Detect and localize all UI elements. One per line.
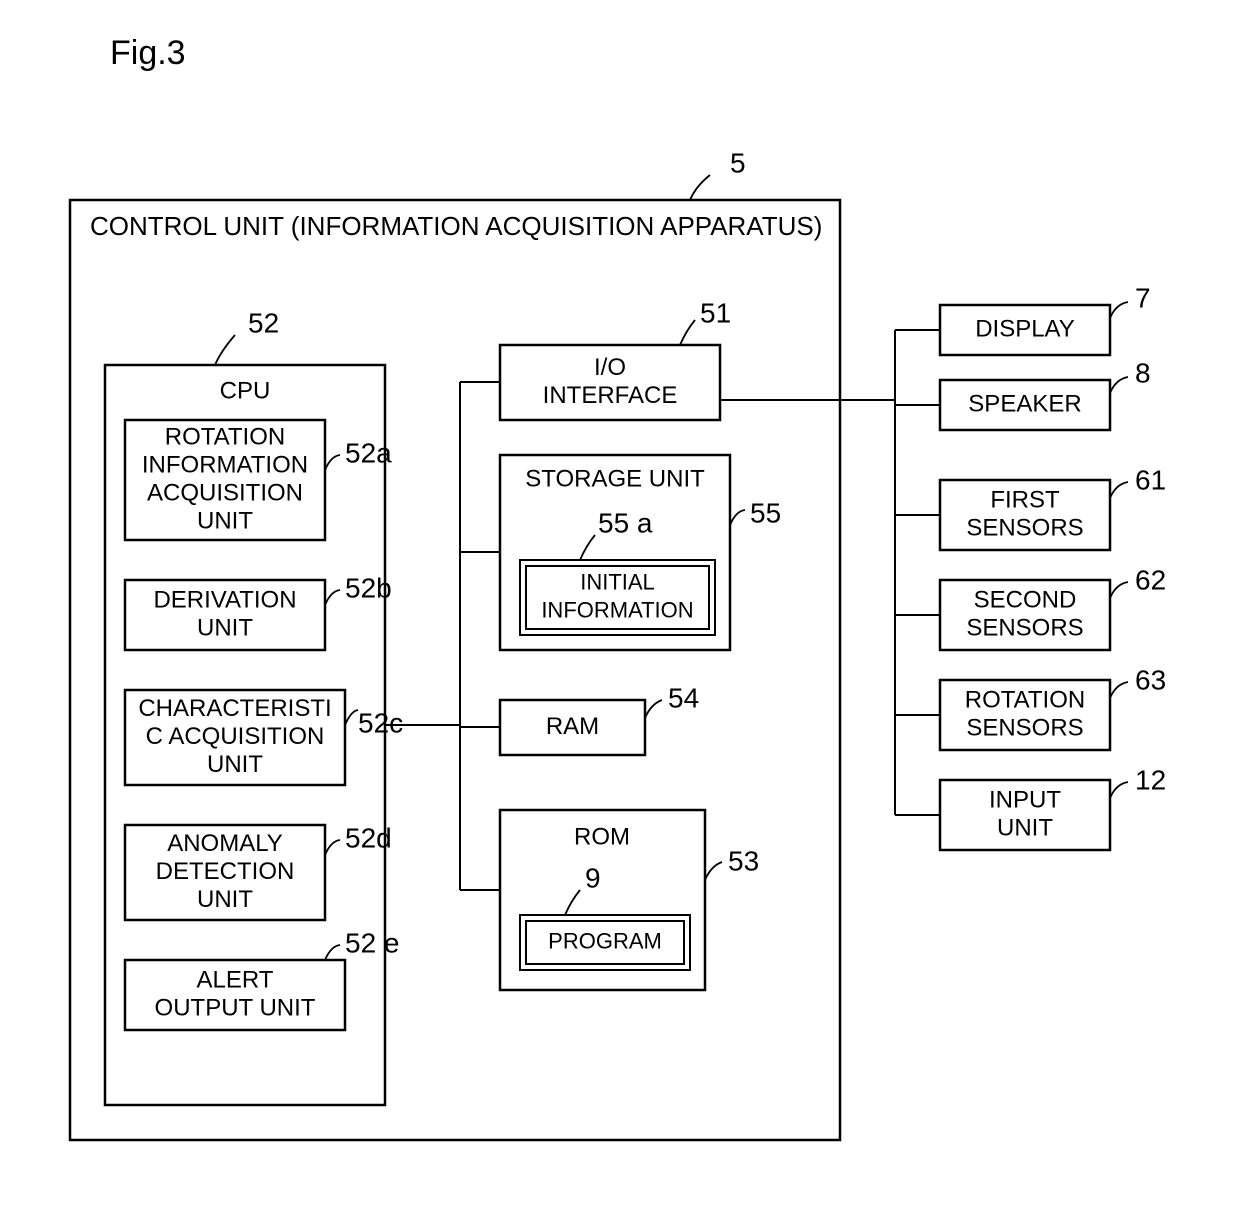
- program-label-line0: PROGRAM: [548, 928, 662, 953]
- io-interface-ref: 51: [700, 297, 731, 328]
- rom-title: ROM: [574, 823, 630, 850]
- cpu-ref: 52: [248, 307, 279, 338]
- cpu-block-alr-label-line1: OUTPUT UNIT: [155, 994, 316, 1021]
- storage-unit-title: STORAGE UNIT: [525, 465, 705, 492]
- input-label-line0: INPUT: [989, 786, 1061, 813]
- second-label-line1: SENSORS: [966, 614, 1083, 641]
- cpu-block-alr-ref: 52 e: [345, 927, 400, 958]
- control-unit-title: CONTROL UNIT (INFORMATION ACQUISITION AP…: [90, 211, 822, 241]
- cpu-block-der-ref: 52b: [345, 572, 392, 603]
- block-diagram: Fig.3 CONTROL UNIT (INFORMATION ACQUISITI…: [0, 0, 1239, 1208]
- cpu-block-chr-label-line2: UNIT: [207, 751, 263, 778]
- first-label-line0: FIRST: [990, 486, 1060, 513]
- cpu-block-rot-ref: 52a: [345, 437, 392, 468]
- io-interface-label-line0: I/O: [594, 354, 626, 381]
- control-unit-ref: 5: [730, 147, 746, 178]
- cpu-block-ano-label-line1: DETECTION: [156, 858, 295, 885]
- cpu-block-chr-label-line1: C ACQUISITION: [146, 723, 325, 750]
- cpu-block-ano-label-line0: ANOMALY: [167, 830, 283, 857]
- initial-information-label-line1: INFORMATION: [541, 597, 693, 622]
- cpu-block-rot-label-line2: ACQUISITION: [147, 479, 303, 506]
- first-ref: 61: [1135, 464, 1166, 495]
- speaker-label-line0: SPEAKER: [968, 390, 1081, 417]
- ram-label-line0: RAM: [546, 713, 599, 740]
- second-ref: 62: [1135, 564, 1166, 595]
- cpu-block-chr-label-line0: CHARACTERISTI: [138, 695, 331, 722]
- rom-ref: 53: [728, 845, 759, 876]
- cpu-block-rot-label-line1: INFORMATION: [142, 451, 308, 478]
- io-interface-label-line1: INTERFACE: [543, 382, 678, 409]
- cpu-block-rot-label-line0: ROTATION: [165, 423, 285, 450]
- display-ref: 7: [1135, 282, 1151, 313]
- input-ref: 12: [1135, 764, 1166, 795]
- program-ref: 9: [585, 862, 601, 893]
- cpu-block-der-label-line1: UNIT: [197, 614, 253, 641]
- input-label-line1: UNIT: [997, 814, 1053, 841]
- initial-information-ref: 55 a: [598, 507, 653, 538]
- figure-label: Fig.3: [110, 34, 186, 72]
- speaker-ref: 8: [1135, 357, 1151, 388]
- cpu-block-der-label-line0: DERIVATION: [153, 586, 296, 613]
- cpu-block-chr-ref: 52c: [358, 707, 403, 738]
- cpu-block-alr-label-line0: ALERT: [197, 966, 274, 993]
- cpu-block-ano-ref: 52d: [345, 822, 392, 853]
- display-label-line0: DISPLAY: [975, 315, 1075, 342]
- cpu-title: CPU: [220, 377, 271, 404]
- ram-ref: 54: [668, 682, 699, 713]
- first-label-line1: SENSORS: [966, 514, 1083, 541]
- cpu-block-ano-label-line2: UNIT: [197, 886, 253, 913]
- initial-information-label-line0: INITIAL: [580, 569, 655, 594]
- rotation-label-line0: ROTATION: [965, 686, 1085, 713]
- rotation-label-line1: SENSORS: [966, 714, 1083, 741]
- cpu-block-rot-label-line3: UNIT: [197, 507, 253, 534]
- second-label-line0: SECOND: [974, 586, 1077, 613]
- rotation-ref: 63: [1135, 664, 1166, 695]
- storage-unit-ref: 55: [750, 497, 781, 528]
